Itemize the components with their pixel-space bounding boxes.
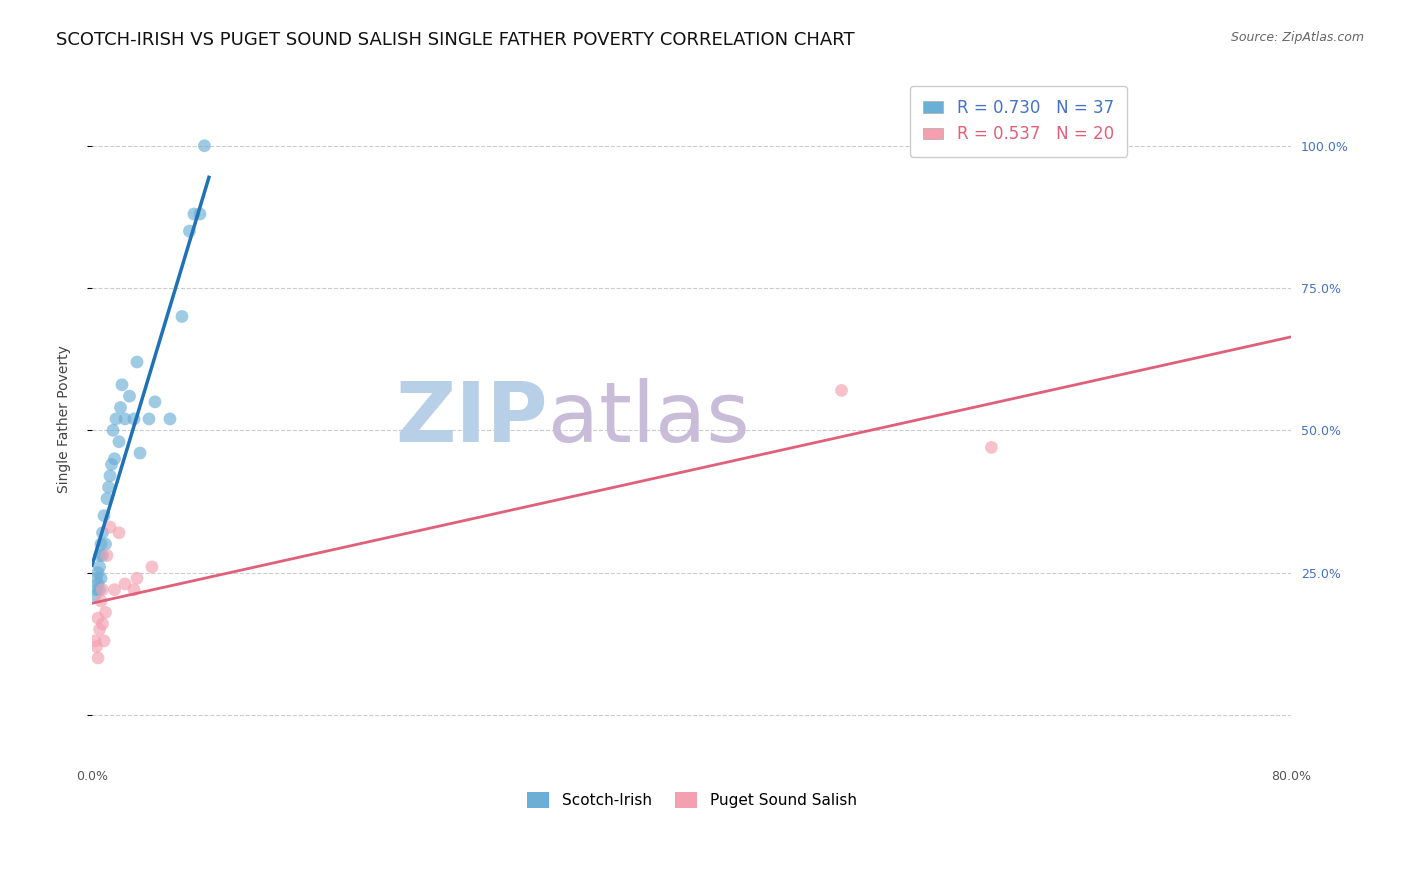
Point — [86, 571, 108, 585]
Point — [183, 207, 205, 221]
Point — [170, 310, 193, 324]
Point — [114, 577, 136, 591]
Point — [90, 571, 112, 585]
Point — [84, 588, 107, 602]
Point — [143, 394, 166, 409]
Point — [122, 412, 145, 426]
Point — [89, 549, 111, 563]
Point — [101, 423, 124, 437]
Point — [831, 384, 853, 398]
Text: SCOTCH-IRISH VS PUGET SOUND SALISH SINGLE FATHER POVERTY CORRELATION CHART: SCOTCH-IRISH VS PUGET SOUND SALISH SINGL… — [56, 31, 855, 49]
Point — [188, 207, 211, 221]
Point — [94, 606, 117, 620]
Point — [87, 651, 110, 665]
Point — [129, 446, 152, 460]
Point — [97, 480, 120, 494]
Point — [159, 412, 181, 426]
Point — [90, 537, 112, 551]
Point — [89, 560, 111, 574]
Point — [91, 549, 114, 563]
Point — [179, 224, 201, 238]
Point — [87, 577, 110, 591]
Point — [125, 571, 148, 585]
Point — [114, 412, 136, 426]
Text: Source: ZipAtlas.com: Source: ZipAtlas.com — [1230, 31, 1364, 45]
Point — [138, 412, 160, 426]
Point — [108, 525, 131, 540]
Point — [98, 468, 121, 483]
Point — [141, 560, 163, 574]
Point — [103, 451, 125, 466]
Point — [105, 412, 128, 426]
Point — [87, 566, 110, 580]
Y-axis label: Single Father Poverty: Single Father Poverty — [58, 345, 72, 493]
Point — [86, 640, 108, 654]
Point — [98, 520, 121, 534]
Point — [91, 582, 114, 597]
Point — [118, 389, 141, 403]
Point — [193, 138, 215, 153]
Point — [111, 377, 134, 392]
Text: ZIP: ZIP — [395, 378, 548, 459]
Point — [86, 582, 108, 597]
Legend: Scotch-Irish, Puget Sound Salish: Scotch-Irish, Puget Sound Salish — [520, 786, 863, 814]
Point — [110, 401, 132, 415]
Point — [96, 491, 118, 506]
Point — [94, 537, 117, 551]
Point — [108, 434, 131, 449]
Point — [103, 582, 125, 597]
Point — [96, 549, 118, 563]
Point — [90, 594, 112, 608]
Point — [93, 633, 115, 648]
Point — [91, 616, 114, 631]
Point — [980, 441, 1002, 455]
Point — [125, 355, 148, 369]
Point — [87, 611, 110, 625]
Point — [122, 582, 145, 597]
Point — [91, 525, 114, 540]
Point — [89, 623, 111, 637]
Text: atlas: atlas — [548, 378, 749, 459]
Point — [84, 633, 107, 648]
Point — [100, 458, 122, 472]
Point — [89, 582, 111, 597]
Point — [93, 508, 115, 523]
